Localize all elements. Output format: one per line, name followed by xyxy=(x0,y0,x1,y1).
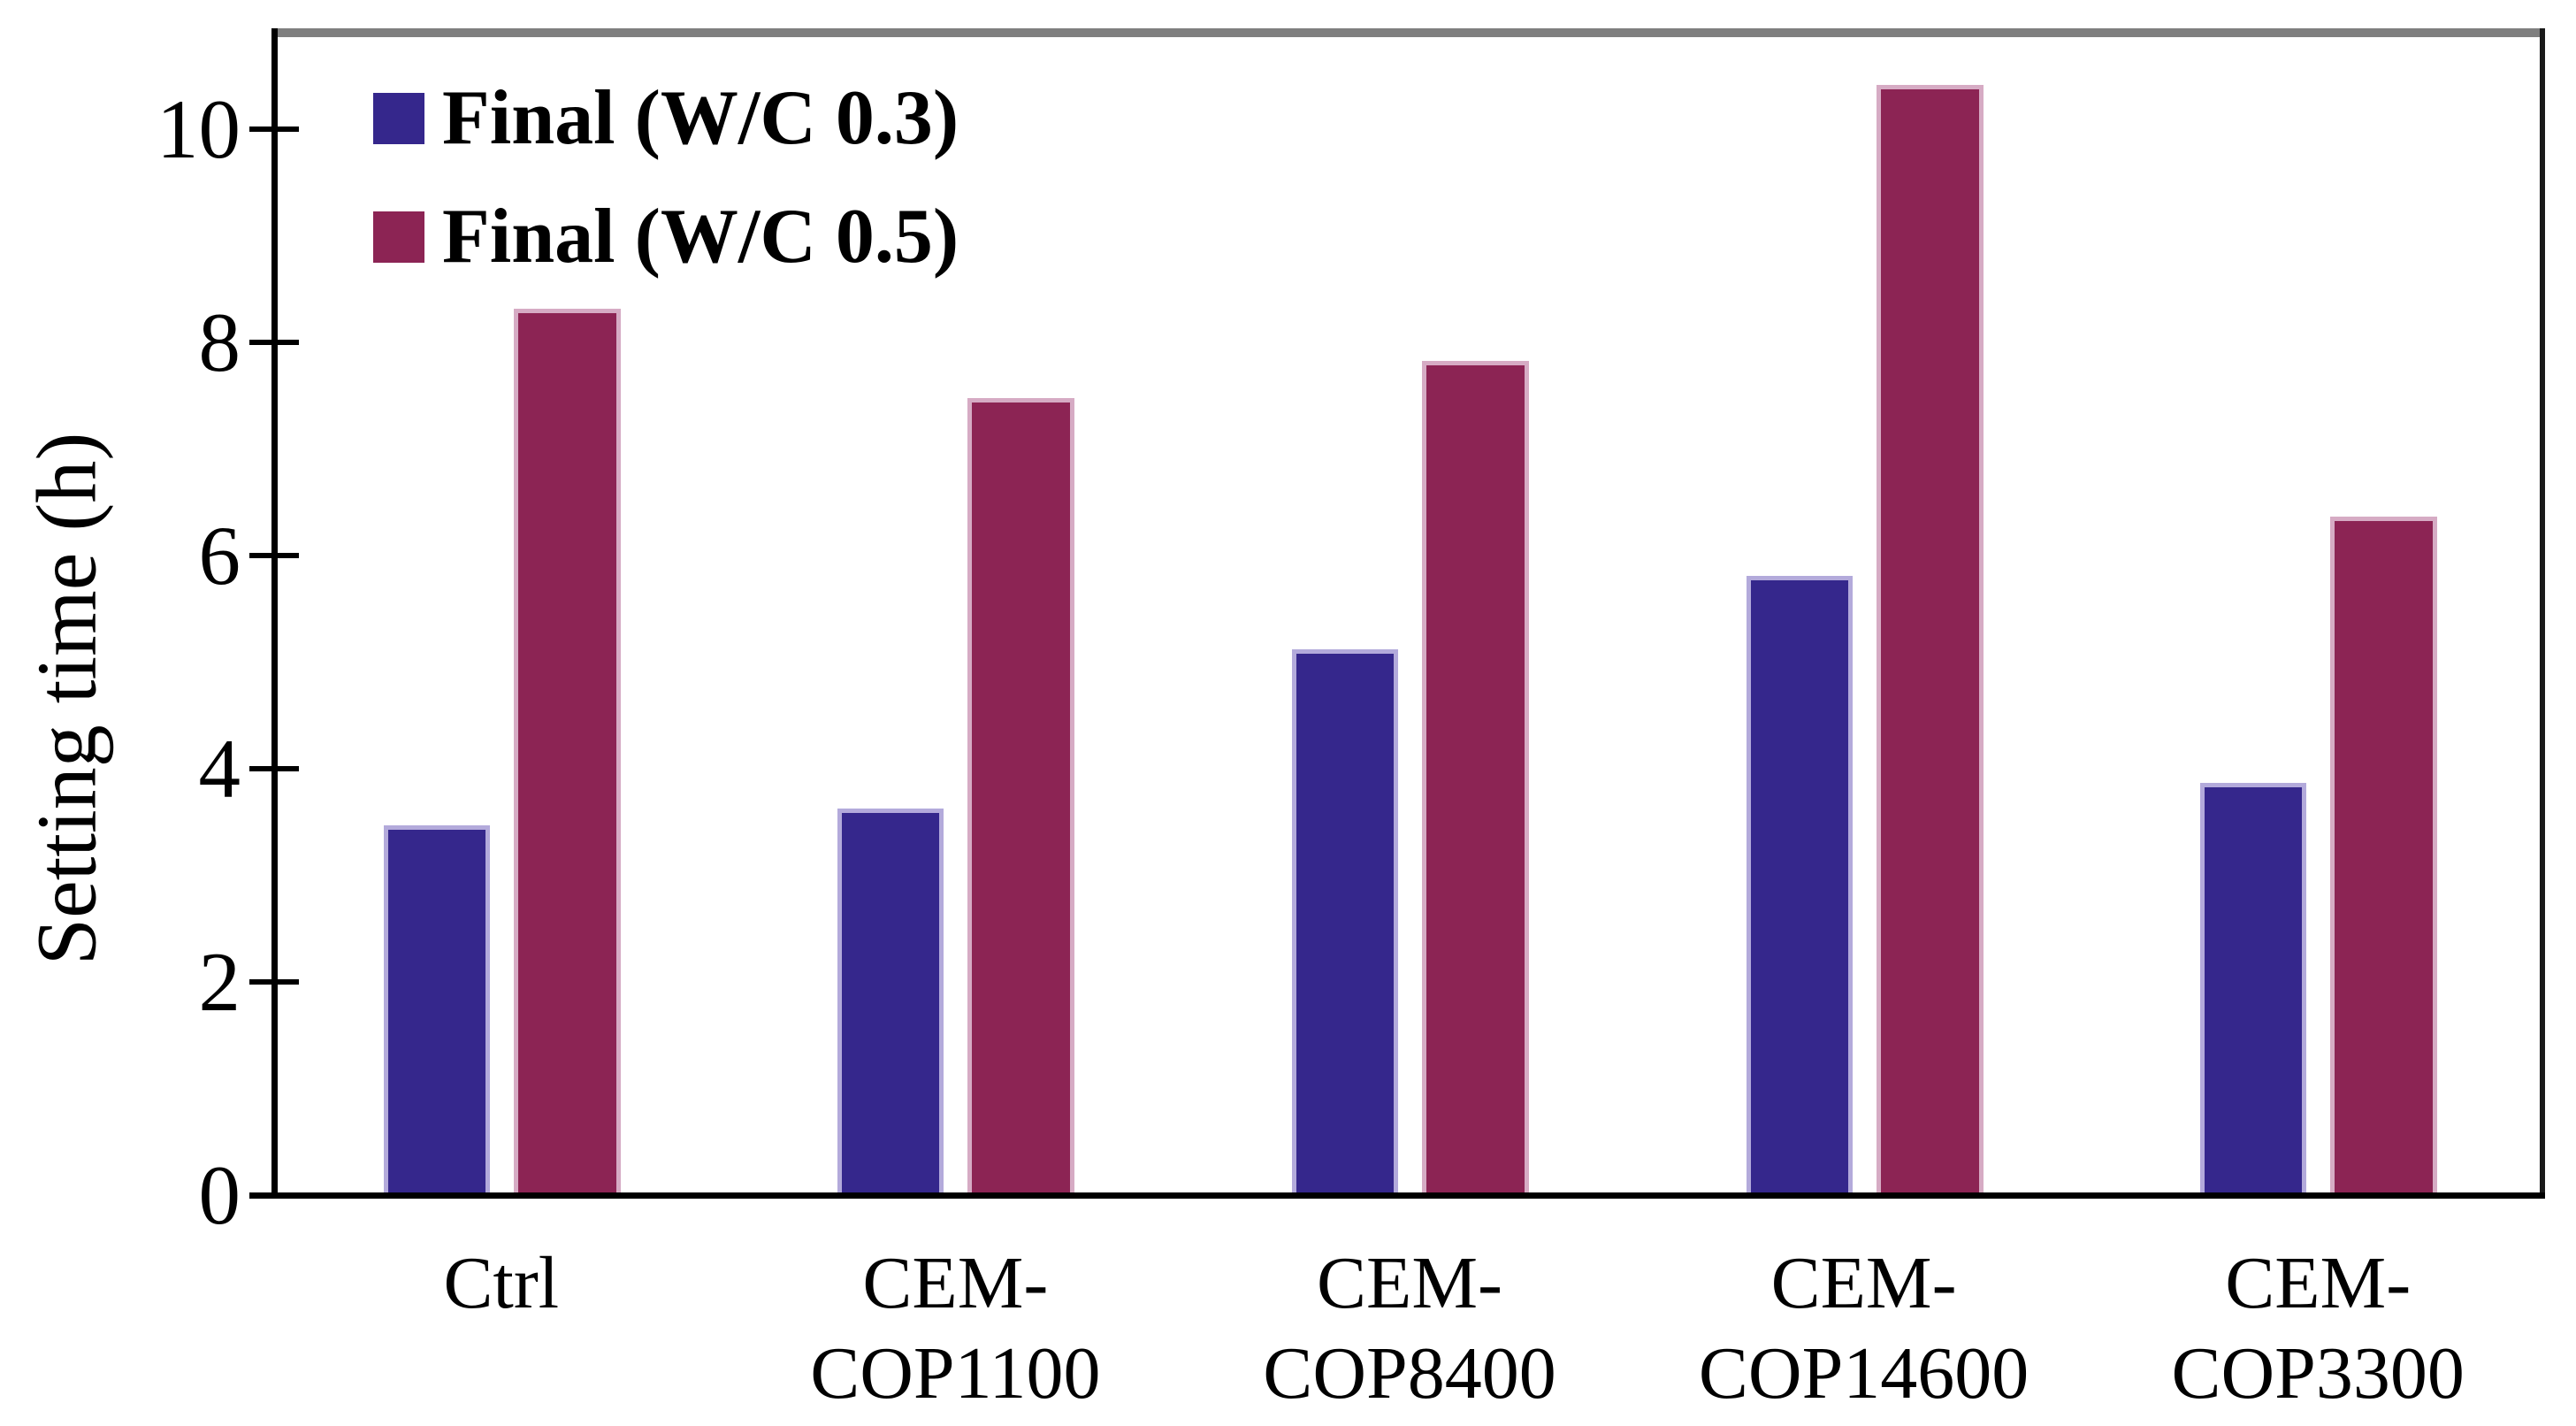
x-axis-line xyxy=(249,1192,2545,1199)
y-tick-label: 8 xyxy=(198,295,241,390)
x-category-label: CEM- COP3300 xyxy=(2171,1242,2465,1414)
bar-wc03-5 xyxy=(2200,783,2307,1195)
legend-label-wc05: Final (W/C 0.5) xyxy=(442,194,959,280)
y-tick-mark xyxy=(249,126,299,133)
legend-entry-wc05: Final (W/C 0.5) xyxy=(373,198,959,276)
bar-wc05-5 xyxy=(2330,517,2438,1195)
y-tick-label: 2 xyxy=(198,935,241,1030)
x-category-label: CEM- COP1100 xyxy=(810,1242,1101,1414)
x-category-label: CEM- COP14600 xyxy=(1698,1242,2029,1414)
bar-wc05-4 xyxy=(1876,85,1984,1195)
bar-wc05-3 xyxy=(1422,361,1529,1195)
bar-wc03-2 xyxy=(837,809,944,1195)
bar-wc03-3 xyxy=(1292,649,1398,1195)
legend-label-wc03: Final (W/C 0.3) xyxy=(442,75,959,161)
bar-wc03-4 xyxy=(1746,576,1853,1195)
y-axis-line xyxy=(271,28,278,1199)
legend: Final (W/C 0.3) Final (W/C 0.5) xyxy=(373,80,959,276)
plot-area: Final (W/C 0.3) Final (W/C 0.5) xyxy=(274,28,2545,1195)
x-category-label: CEM- COP8400 xyxy=(1263,1242,1556,1414)
legend-entry-wc03: Final (W/C 0.3) xyxy=(373,80,959,157)
bar-wc03-1 xyxy=(383,825,490,1195)
y-tick-label: 4 xyxy=(198,722,241,816)
y-tick-mark xyxy=(249,766,299,772)
plot-top-border xyxy=(274,28,2545,37)
bar-wc05-2 xyxy=(967,398,1075,1195)
y-tick-label: 6 xyxy=(198,509,241,603)
legend-swatch-wc05 xyxy=(373,211,424,263)
x-category-label: Ctrl xyxy=(443,1242,560,1324)
legend-swatch-wc03 xyxy=(373,93,424,144)
y-tick-mark xyxy=(249,979,299,985)
y-tick-mark xyxy=(249,340,299,346)
plot-right-border xyxy=(2540,28,2545,1195)
y-tick-mark xyxy=(249,553,299,559)
y-tick-label: 0 xyxy=(198,1148,241,1242)
y-tick-label: 10 xyxy=(157,82,241,177)
bar-wc05-1 xyxy=(513,309,621,1195)
